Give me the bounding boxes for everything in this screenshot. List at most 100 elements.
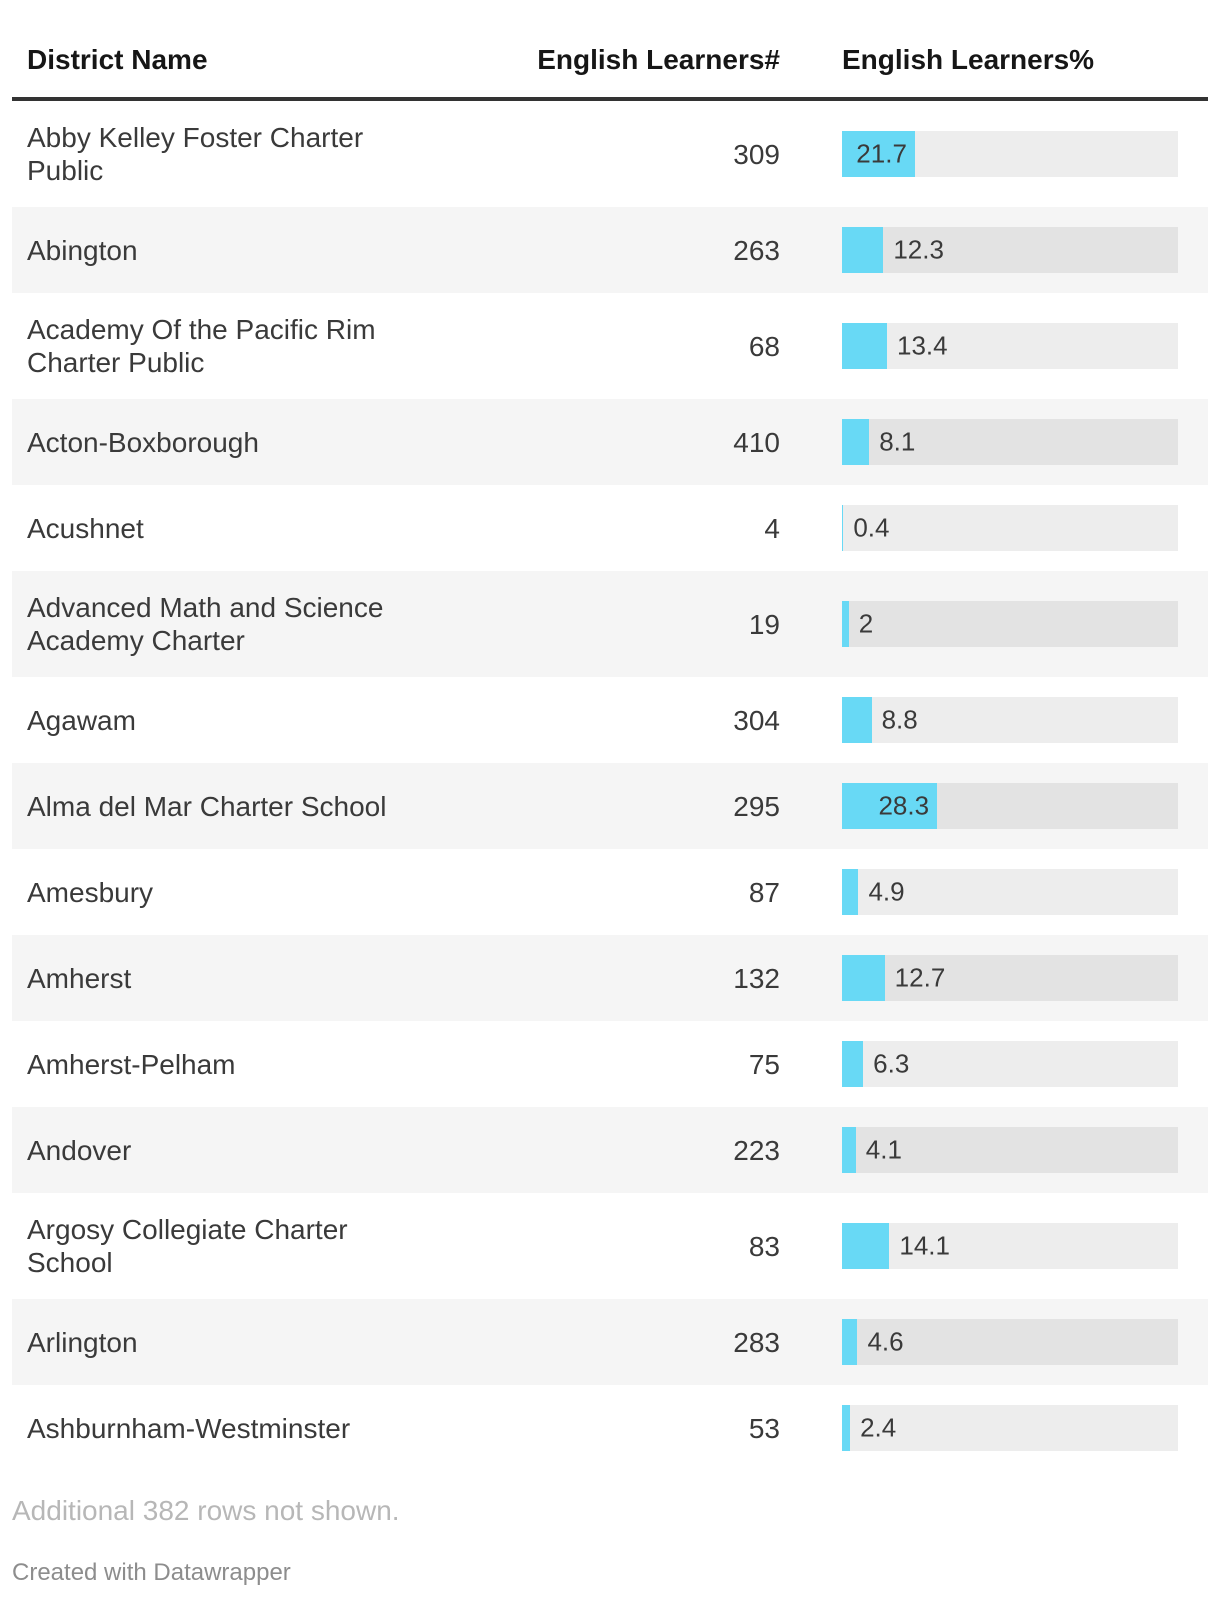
bar-fill: [842, 1041, 864, 1087]
bar-value-label: 13.4: [897, 330, 948, 361]
bar-value-label: 6.3: [873, 1048, 910, 1079]
bar-fill: [842, 1127, 856, 1173]
english-learners-count-cell: 68: [748, 330, 780, 362]
table-row: Andover 223 4.1: [12, 1107, 1208, 1193]
bar-track: 2: [842, 601, 1178, 647]
english-learners-count-cell: 223: [733, 1134, 780, 1166]
english-learners-percent-cell: 12.7: [842, 955, 1178, 1001]
english-learners-percent-cell: 2.4: [842, 1405, 1178, 1451]
bar-fill: [842, 505, 844, 551]
bar-track: 6.3: [842, 1041, 1178, 1087]
table-row: Argosy Collegiate Charter School 83 14.1: [12, 1193, 1208, 1299]
english-learners-count-cell: 83: [748, 1230, 780, 1262]
bar-track: 8.8: [842, 697, 1178, 743]
english-learners-percent-cell: 28.3: [842, 783, 1178, 829]
datawrapper-credit-link[interactable]: Created with Datawrapper: [12, 1559, 291, 1586]
bar-value-label: 12.7: [894, 962, 946, 993]
column-header-english-learners-percent: English Learners%: [842, 44, 1095, 75]
district-name-cell: Academy Of the Pacific Rim Charter Publi…: [27, 314, 376, 378]
column-header-english-learners-count: English Learners#: [537, 44, 780, 75]
bar-fill: [842, 697, 872, 743]
english-learners-percent-cell: 14.1: [842, 1223, 1178, 1269]
english-learners-count-cell: 75: [748, 1048, 780, 1080]
district-name-cell: Andover: [27, 1134, 132, 1166]
bar-fill: [842, 1405, 851, 1451]
bar-fill: [842, 1223, 890, 1269]
district-name-cell: Amesbury: [27, 876, 154, 908]
english-learners-percent-cell: 2: [842, 601, 1178, 647]
table-row: Abby Kelley Foster Charter Public 309 21…: [12, 101, 1208, 207]
bar-track: 12.7: [842, 955, 1178, 1001]
column-header-district-name: District Name: [27, 44, 208, 75]
english-learners-count-cell: 53: [748, 1412, 780, 1444]
english-learners-count-cell: 87: [748, 876, 780, 908]
english-learners-count-cell: 283: [733, 1326, 780, 1358]
bar-fill: [842, 419, 870, 465]
table-row: Amherst 132 12.7: [12, 935, 1208, 1021]
english-learners-percent-cell: 4.9: [842, 869, 1178, 915]
bar-fill: [842, 1319, 858, 1365]
english-learners-percent-cell: 21.7: [842, 131, 1178, 177]
bar-track: 28.3: [842, 783, 1178, 829]
bar-track: 2.4: [842, 1405, 1178, 1451]
district-name-cell: Abington: [27, 234, 138, 266]
table-row: Abington 263 12.3: [12, 207, 1208, 293]
bar-fill: [842, 783, 938, 829]
bar-track: 13.4: [842, 323, 1178, 369]
english-learners-percent-cell: 8.1: [842, 419, 1178, 465]
bar-fill: [842, 227, 884, 273]
bar-fill: [842, 869, 859, 915]
english-learners-percent-cell: 6.3: [842, 1041, 1178, 1087]
english-learners-percent-cell: 12.3: [842, 227, 1178, 273]
bar-track: 0.4: [842, 505, 1178, 551]
district-name-cell: Ashburnham-Westminster: [27, 1412, 351, 1444]
table-row: Ashburnham-Westminster 53 2.4: [12, 1385, 1208, 1471]
english-learners-count-cell: 304: [733, 704, 780, 736]
bar-value-label: 0.4: [853, 512, 890, 543]
bar-fill: [842, 131, 915, 177]
table-row: Alma del Mar Charter School 295 28.3: [12, 763, 1208, 849]
bar-track: 4.1: [842, 1127, 1178, 1173]
bar-value-label: 4.6: [867, 1326, 904, 1357]
bar-value-label: 21.7: [856, 138, 907, 169]
english-learners-count-cell: 295: [733, 790, 780, 822]
bar-value-label: 2: [858, 608, 874, 639]
table-row: Amherst-Pelham 75 6.3: [12, 1021, 1208, 1107]
district-name-cell: Alma del Mar Charter School: [27, 790, 387, 822]
english-learners-percent-cell: 4.6: [842, 1319, 1178, 1365]
rows-not-shown-note: Additional 382 rows not shown.: [12, 1495, 400, 1526]
bar-track: 12.3: [842, 227, 1178, 273]
table-row: Agawam 304 8.8: [12, 677, 1208, 763]
table-row: Acushnet 4 0.4: [12, 485, 1208, 571]
english-learners-count-cell: 410: [733, 426, 780, 458]
bar-value-label: 28.3: [878, 790, 930, 821]
english-learners-count-cell: 263: [733, 234, 780, 266]
district-name-cell: Amherst-Pelham: [27, 1048, 236, 1080]
bar-track: 4.6: [842, 1319, 1178, 1365]
district-name-cell: Agawam: [27, 704, 136, 736]
district-name-cell: Argosy Collegiate Charter School: [27, 1214, 348, 1278]
bar-value-label: 4.1: [865, 1134, 902, 1165]
district-name-cell: Abby Kelley Foster Charter Public: [27, 122, 364, 186]
bar-track: 21.7: [842, 131, 1178, 177]
table-body: Abby Kelley Foster Charter Public 309 21…: [12, 101, 1208, 1471]
english-learners-count-cell: 309: [733, 138, 780, 170]
bar-value-label: 4.9: [868, 876, 905, 907]
table-row: Academy Of the Pacific Rim Charter Publi…: [12, 293, 1208, 399]
bar-value-label: 2.4: [860, 1412, 897, 1443]
table-row: Acton-Boxborough 410 8.1: [12, 399, 1208, 485]
bar-value-label: 8.1: [879, 426, 916, 457]
english-learners-percent-cell: 8.8: [842, 697, 1178, 743]
table-row: Amesbury 87 4.9: [12, 849, 1208, 935]
bar-fill: [842, 323, 888, 369]
district-name-cell: Advanced Math and Science Academy Charte…: [27, 592, 384, 656]
english-learners-count-cell: 4: [764, 512, 780, 544]
bar-value-label: 12.3: [893, 234, 944, 265]
bar-track: 4.9: [842, 869, 1178, 915]
table-header: District Name English Learners# English …: [12, 0, 1208, 101]
table-row: Advanced Math and Science Academy Charte…: [12, 571, 1208, 677]
district-name-cell: Arlington: [27, 1326, 138, 1358]
bar-value-label: 14.1: [899, 1230, 950, 1261]
english-learners-percent-cell: 4.1: [842, 1127, 1178, 1173]
